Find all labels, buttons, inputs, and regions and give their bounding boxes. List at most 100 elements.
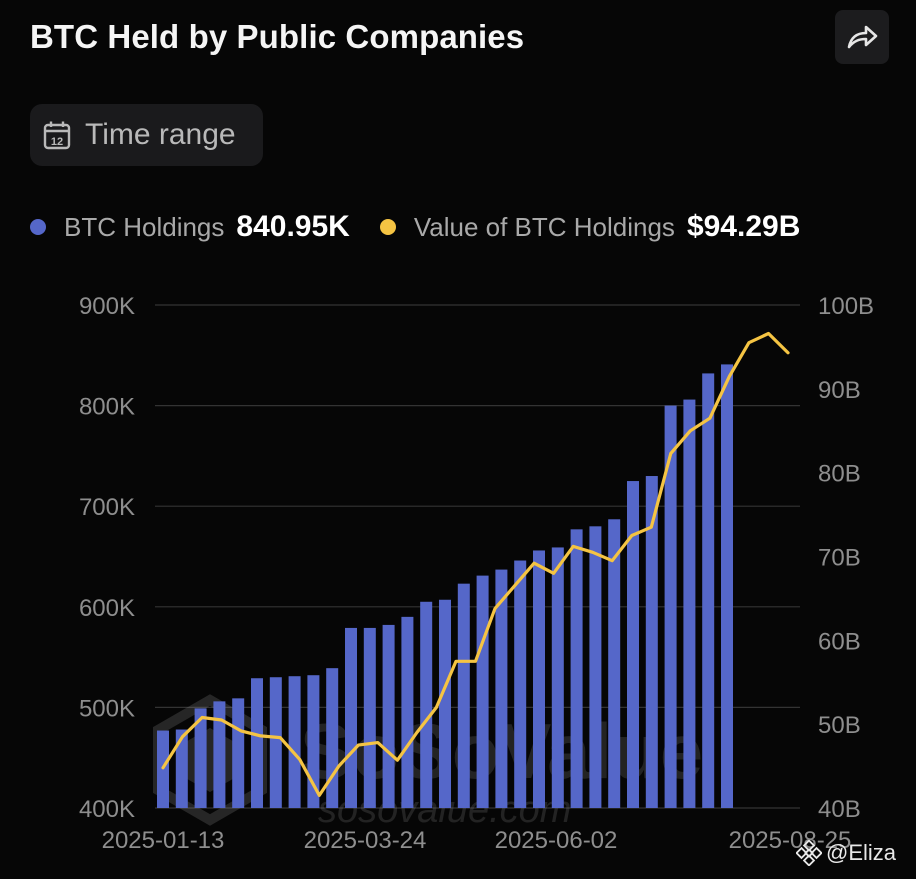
- bar[interactable]: [683, 399, 696, 808]
- line-point[interactable]: [376, 741, 380, 744]
- time-range-label: Time range: [85, 118, 236, 151]
- legend-name-holdings: BTC Holdings: [64, 211, 225, 242]
- line-point[interactable]: [611, 559, 614, 562]
- y-left-tick-label: 600K: [79, 595, 135, 622]
- calendar-icon: 12: [43, 120, 71, 150]
- line-point[interactable]: [318, 794, 321, 797]
- line-point[interactable]: [591, 551, 594, 554]
- bar[interactable]: [420, 601, 433, 808]
- legend-item-value[interactable]: Value of BTC Holdings $94.29B: [379, 210, 801, 244]
- x-tick-label: 2025-08-25: [729, 827, 852, 854]
- line-point[interactable]: [278, 736, 282, 739]
- y-left-tick-label: 400K: [79, 796, 135, 823]
- line-point[interactable]: [239, 729, 243, 733]
- page-title: BTC Held by Public Companies: [30, 18, 525, 55]
- line-point[interactable]: [220, 718, 223, 722]
- bar[interactable]: [495, 569, 508, 808]
- bar[interactable]: [251, 678, 263, 808]
- share-button[interactable]: [835, 10, 889, 64]
- y-left-tick-label: 900K: [79, 293, 135, 320]
- y-left-tick-label: 500K: [79, 695, 135, 722]
- bar[interactable]: [194, 708, 207, 808]
- bar[interactable]: [269, 677, 282, 808]
- line-point[interactable]: [259, 734, 262, 738]
- bar[interactable]: [533, 550, 545, 808]
- bar[interactable]: [326, 668, 339, 808]
- bar[interactable]: [476, 575, 489, 808]
- bar[interactable]: [702, 373, 715, 808]
- bar[interactable]: [551, 547, 564, 808]
- bar[interactable]: [213, 701, 226, 808]
- line-point[interactable]: [435, 706, 438, 709]
- line-point[interactable]: [552, 572, 555, 575]
- line-point[interactable]: [454, 660, 458, 663]
- time-range-button[interactable]: 12 Time range: [30, 104, 263, 166]
- line-point[interactable]: [767, 332, 770, 335]
- line-point[interactable]: [337, 764, 340, 768]
- line-point[interactable]: [181, 735, 184, 738]
- bar[interactable]: [363, 627, 376, 808]
- y-left-tick-label: 700K: [79, 494, 135, 521]
- bar[interactable]: [401, 616, 414, 808]
- bar[interactable]: [514, 560, 527, 808]
- bar[interactable]: [345, 627, 357, 808]
- footer-handle: @Eliza: [826, 840, 897, 865]
- bar[interactable]: [457, 583, 470, 808]
- line-point[interactable]: [786, 351, 790, 354]
- binance-logo: [796, 840, 822, 866]
- line-point[interactable]: [708, 416, 712, 420]
- line-point[interactable]: [650, 525, 653, 529]
- bar[interactable]: [175, 729, 188, 808]
- x-tick-label: 2025-06-02: [495, 827, 618, 854]
- x-tick-label: 2025-03-24: [304, 827, 427, 854]
- bar[interactable]: [382, 624, 395, 808]
- legend-dot-holdings: [30, 219, 46, 235]
- line-point[interactable]: [357, 743, 360, 747]
- bar[interactable]: [608, 519, 621, 808]
- legend-name-value: Value of BTC Holdings: [413, 211, 675, 242]
- line-point[interactable]: [728, 375, 731, 378]
- line-point[interactable]: [200, 716, 204, 719]
- y-right-tick-label: 70B: [818, 545, 861, 572]
- bar[interactable]: [627, 481, 639, 808]
- line-point[interactable]: [161, 766, 165, 769]
- legend: BTC Holdings 840.95K Value of BTC Holdin…: [30, 203, 800, 251]
- line-point[interactable]: [630, 534, 633, 537]
- y-right-tick-label: 100B: [818, 293, 874, 320]
- y-right-tick-label: 60B: [818, 628, 861, 655]
- legend-dot-value: [379, 219, 396, 235]
- line-point[interactable]: [415, 731, 419, 734]
- line-point[interactable]: [396, 759, 399, 762]
- bar[interactable]: [570, 529, 583, 808]
- chart: SoSoValue sosovalue.com 400K500K600K700K…: [79, 293, 874, 854]
- y-right-tick-label: 50B: [818, 712, 861, 739]
- y-right-tick-label: 80B: [818, 461, 861, 488]
- line-point[interactable]: [513, 584, 516, 588]
- bar[interactable]: [664, 405, 677, 808]
- line-point[interactable]: [669, 452, 673, 455]
- calendar-number: 12: [51, 136, 63, 148]
- bar[interactable]: [307, 675, 320, 808]
- line-point[interactable]: [493, 607, 497, 610]
- line-point[interactable]: [298, 758, 301, 761]
- bar[interactable]: [721, 364, 733, 808]
- share-icon: [845, 23, 879, 51]
- bar[interactable]: [288, 676, 301, 808]
- line-point[interactable]: [747, 341, 751, 344]
- line-point[interactable]: [532, 562, 536, 565]
- bar[interactable]: [232, 698, 245, 808]
- bar[interactable]: [589, 526, 602, 808]
- y-left-tick-label: 800K: [79, 394, 135, 421]
- line-point[interactable]: [689, 429, 692, 432]
- legend-value-value: $94.29B: [686, 210, 801, 243]
- line-point[interactable]: [474, 660, 477, 663]
- footer-tag: @Eliza: [796, 838, 896, 868]
- x-tick-label: 2025-01-13: [102, 827, 225, 854]
- line-point[interactable]: [571, 545, 575, 548]
- legend-value-holdings: 840.95K: [236, 210, 350, 243]
- y-right-tick-label: 90B: [818, 377, 861, 404]
- bar[interactable]: [439, 599, 451, 808]
- legend-item-holdings[interactable]: BTC Holdings 840.95K: [30, 210, 350, 244]
- bar[interactable]: [645, 476, 658, 808]
- y-right-tick-label: 40B: [818, 796, 861, 823]
